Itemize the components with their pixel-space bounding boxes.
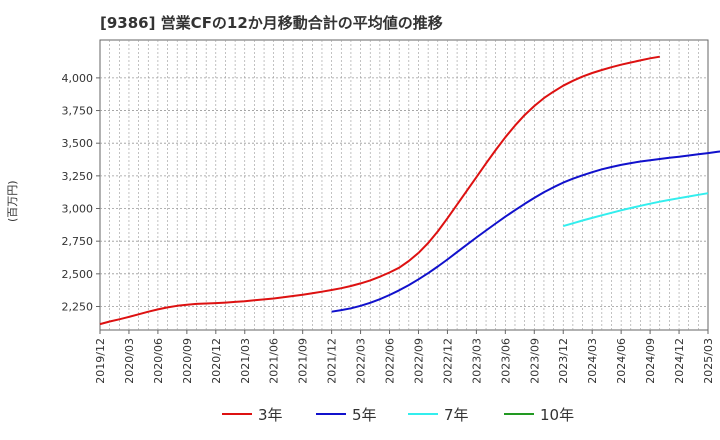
grid-lines — [100, 40, 708, 330]
x-tick-label: 2023/06 — [499, 338, 512, 384]
x-tick-label: 2021/06 — [268, 338, 281, 384]
series-line-0 — [99, 55, 660, 326]
y-tick-label: 3,000 — [62, 203, 94, 216]
x-tick-label: 2024/09 — [644, 338, 657, 384]
x-tick-label: 2024/03 — [586, 338, 599, 384]
x-tick-label: 2022/06 — [384, 338, 397, 384]
x-tick-label: 2024/12 — [673, 338, 686, 384]
x-tick-label: 2023/09 — [528, 338, 541, 384]
x-axis-ticks: 2019/12 2020/03 2020/06 2020/09 2020/12 2021/… — [94, 330, 715, 384]
x-tick-label: 2023/03 — [470, 338, 483, 384]
plot-area — [99, 39, 709, 331]
x-tick-label: 2021/09 — [297, 338, 310, 384]
y-tick-label: 2,750 — [62, 235, 94, 248]
x-tick-label: 2023/12 — [557, 338, 570, 384]
legend-label-2: 7年 — [444, 406, 469, 424]
x-tick-label: 2020/09 — [181, 338, 194, 384]
x-tick-label: 2020/12 — [210, 338, 223, 384]
y-tick-label: 4,000 — [62, 72, 94, 85]
x-tick-label: 2021/12 — [326, 338, 339, 384]
y-axis-ticks: 2,250 2,500 2,750 3,000 3,250 3,500 3,750 4,000 — [62, 72, 100, 313]
y-tick-label: 2,250 — [62, 300, 94, 313]
x-tick-label: 2020/06 — [152, 338, 165, 384]
x-tick-label: 2019/12 — [94, 338, 107, 384]
y-tick-label: 3,750 — [62, 105, 94, 118]
series-line-1 — [331, 150, 720, 313]
legend-label-0: 3年 — [258, 406, 283, 424]
x-tick-label: 2022/12 — [441, 338, 454, 384]
legend-label-3: 10年 — [540, 406, 574, 424]
y-tick-label: 2,500 — [62, 268, 94, 281]
legend: 3年 5年 7年 10年 — [222, 406, 574, 424]
y-tick-label: 3,250 — [62, 170, 94, 183]
x-tick-label: 2025/03 — [702, 338, 715, 384]
x-tick-label: 2024/06 — [615, 338, 628, 384]
x-tick-label: 2020/03 — [123, 338, 136, 384]
legend-label-1: 5年 — [352, 406, 377, 424]
y-tick-label: 3,500 — [62, 137, 94, 150]
x-tick-label: 2022/03 — [355, 338, 368, 384]
series-lines — [99, 55, 720, 326]
x-tick-label: 2022/09 — [412, 338, 425, 384]
chart-title: [9386] 営業CFの12か月移動合計の平均値の推移 — [100, 14, 443, 32]
series-line-2 — [562, 192, 709, 228]
x-tick-label: 2021/03 — [239, 338, 252, 384]
